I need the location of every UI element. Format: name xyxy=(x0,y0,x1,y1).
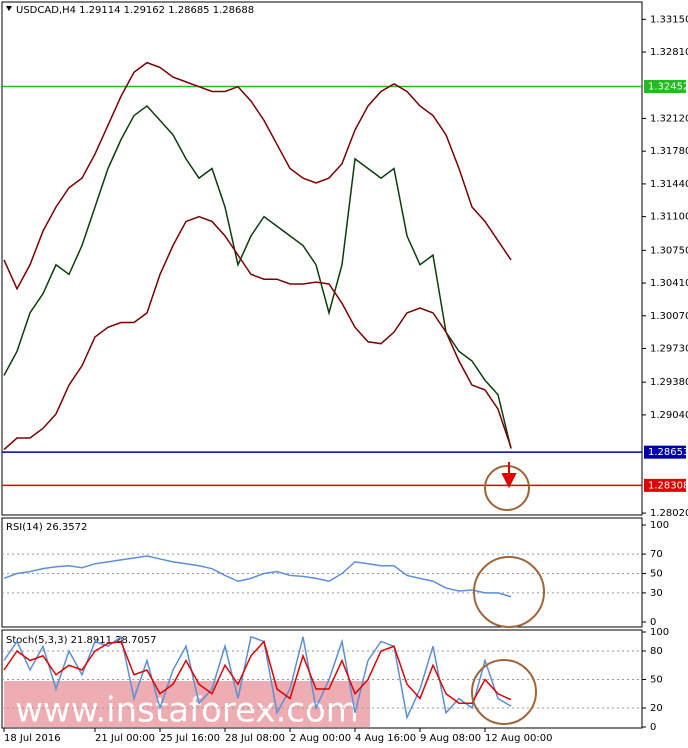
watermark-band xyxy=(4,681,370,727)
series-line xyxy=(3,639,512,704)
down-arrow xyxy=(501,462,517,489)
y-tick-label: 100 xyxy=(650,520,669,531)
level-label-box xyxy=(644,478,686,492)
highlight-circle xyxy=(473,556,545,628)
level-label: 1.32452 xyxy=(648,82,688,93)
x-tick-label: 2 Aug 00:00 xyxy=(290,733,351,744)
x-tick-label: 28 Jul 08:00 xyxy=(225,733,285,744)
main-title: USDCAD,H4 1.29114 1.29162 1.28685 1.2868… xyxy=(16,5,254,16)
y-tick-label: 1.29380 xyxy=(650,377,688,388)
y-tick-label: 1.33150 xyxy=(650,14,688,25)
highlight-circle xyxy=(484,465,530,511)
y-tick-label: 50 xyxy=(650,675,663,686)
y-tick-label: 1.31100 xyxy=(650,212,688,223)
level-label: 1.28308 xyxy=(648,480,688,491)
level-label-box xyxy=(644,445,686,459)
y-tick-label: 100 xyxy=(650,627,669,638)
menu-icon xyxy=(6,6,12,11)
rsi-panel xyxy=(1,517,643,628)
series-line xyxy=(3,104,512,449)
rsi-title: RSI(14) 26.3572 xyxy=(6,522,87,533)
x-tick-label: 4 Aug 16:00 xyxy=(355,733,416,744)
y-tick-label: 1.29730 xyxy=(650,343,688,354)
y-tick-label: 20 xyxy=(650,703,663,714)
main-panel xyxy=(1,1,643,516)
x-tick-label: 21 Jul 00:00 xyxy=(95,733,155,744)
series-line xyxy=(3,635,512,720)
y-tick-label: 1.32120 xyxy=(650,113,688,124)
y-tick-label: 1.30750 xyxy=(650,245,688,256)
y-tick-label: 0 xyxy=(650,617,656,628)
y-tick-label: 1.29040 xyxy=(650,410,688,421)
y-tick-label: 1.28020 xyxy=(650,508,688,519)
y-tick-label: 1.30070 xyxy=(650,311,688,322)
x-tick-label: 25 Jul 16:00 xyxy=(160,733,220,744)
y-tick-label: 70 xyxy=(650,549,663,560)
series-line xyxy=(3,555,512,598)
stoch-title: Stoch(5,3,3) 21.8911 28.7057 xyxy=(6,635,157,646)
series-line xyxy=(3,215,512,451)
x-tick-label: 9 Aug 08:00 xyxy=(420,733,481,744)
y-tick-label: 0 xyxy=(650,722,656,733)
level-label: 1.28653 xyxy=(648,447,688,458)
level-label-box xyxy=(644,80,686,94)
series-line xyxy=(3,61,512,291)
x-tick-label: 18 Jul 2016 xyxy=(4,733,61,744)
y-tick-label: 30 xyxy=(650,588,663,599)
y-tick-label: 80 xyxy=(650,646,663,657)
y-tick-label: 1.32810 xyxy=(650,47,688,58)
highlight-circle xyxy=(471,659,537,725)
watermark: [ www.instaforex.com ] xyxy=(0,691,383,731)
y-tick-label: 1.30410 xyxy=(650,278,688,289)
y-tick-label: 1.31440 xyxy=(650,179,688,190)
y-tick-label: 1.31780 xyxy=(650,146,688,157)
y-tick-label: 50 xyxy=(650,569,663,580)
x-tick-label: 12 Aug 00:00 xyxy=(485,733,552,744)
